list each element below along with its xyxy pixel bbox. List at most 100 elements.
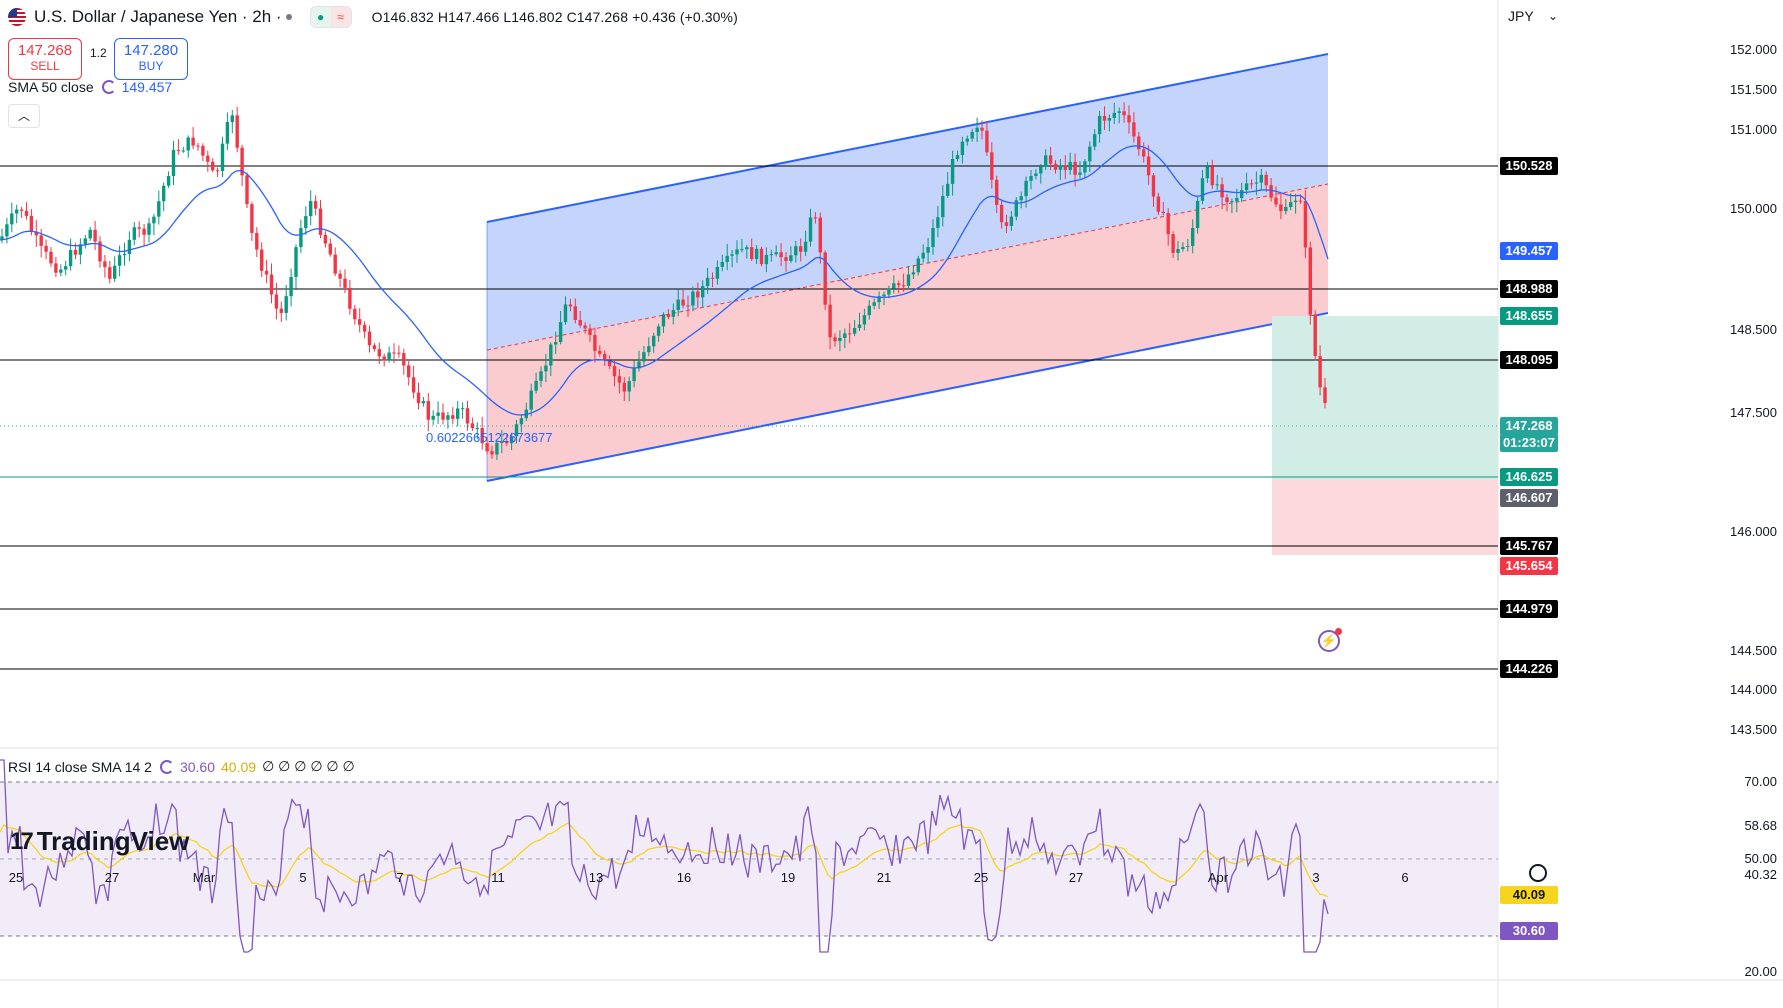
- candle-body: [848, 333, 852, 335]
- tradingview-logo: 17 TradingView: [10, 826, 189, 857]
- time-axis-label: 25: [973, 870, 989, 885]
- candle-body: [656, 326, 661, 336]
- candle-body: [960, 141, 965, 156]
- candle-body: [906, 274, 911, 286]
- candle-body: [598, 350, 602, 354]
- candle-body: [387, 352, 391, 361]
- candle-body: [593, 335, 597, 351]
- price-tag: 144.979: [1500, 600, 1558, 618]
- time-axis-label: Mar: [192, 870, 216, 885]
- candle-body: [843, 333, 847, 338]
- candle-body: [142, 228, 146, 235]
- candle-body: [754, 248, 759, 260]
- candle-body: [941, 195, 945, 218]
- rsi-axis-label: 58.68: [1744, 818, 1777, 833]
- candle-body: [789, 255, 793, 261]
- candle-body: [495, 442, 499, 455]
- candle-body: [1195, 200, 1200, 229]
- candle-body: [500, 441, 504, 443]
- candle-body: [206, 155, 210, 162]
- buy-button[interactable]: 147.280 BUY: [114, 38, 188, 80]
- candle-body: [573, 306, 577, 320]
- candle-body: [1186, 245, 1190, 247]
- candle-body: [1264, 174, 1268, 186]
- candle-body: [1249, 183, 1254, 185]
- candle-body: [451, 415, 455, 419]
- candle-body: [887, 288, 891, 295]
- time-axis-label: 25: [8, 870, 24, 885]
- candle-body: [147, 223, 151, 235]
- candle-body: [299, 228, 303, 248]
- candle-body: [83, 238, 87, 245]
- candle-body: [24, 210, 29, 216]
- candle-body: [460, 408, 465, 410]
- candle-body: [421, 401, 426, 404]
- candle-body: [1235, 197, 1239, 202]
- sma-legend[interactable]: SMA 50 close 149.457: [8, 79, 172, 95]
- channel-midline: [486, 183, 1329, 351]
- market-status-pill[interactable]: ● ≈: [309, 6, 352, 28]
- candle-body: [1093, 134, 1097, 147]
- candle-body: [882, 294, 886, 297]
- settings-icon[interactable]: [1529, 864, 1547, 882]
- flash-alert-icon[interactable]: ⚡: [1318, 628, 1342, 652]
- currency-selector[interactable]: JPY ⌄: [1500, 4, 1564, 28]
- candle-body: [44, 245, 48, 252]
- candle-body: [1269, 185, 1273, 198]
- candle-body: [181, 150, 185, 152]
- candle-body: [999, 204, 1004, 223]
- price-tag: 148.988: [1500, 280, 1558, 298]
- channel-lower-zone: [487, 184, 1328, 481]
- time-axis-label: 13: [588, 870, 604, 885]
- candle-body: [294, 247, 298, 277]
- currency-label: JPY: [1508, 8, 1534, 24]
- candle-body: [343, 278, 347, 288]
- refresh-icon[interactable]: [159, 759, 174, 774]
- candle-body: [255, 232, 259, 250]
- candle-body: [637, 361, 641, 369]
- candle-body: [563, 304, 568, 323]
- candle-body: [519, 418, 524, 425]
- rsi-legend[interactable]: RSI 14 close SMA 14 2 30.60 40.09 ∅ ∅ ∅ …: [8, 758, 355, 775]
- candle-body: [1313, 314, 1317, 357]
- candle-body: [931, 227, 935, 248]
- market-open-icon: ●: [310, 7, 331, 27]
- collapse-legend-button[interactable]: ︿: [8, 104, 40, 128]
- candle-body: [1019, 196, 1023, 201]
- candle-body: [1073, 161, 1077, 175]
- sell-label: SELL: [30, 59, 60, 73]
- candle-body: [245, 175, 249, 205]
- candle-body: [220, 143, 225, 172]
- candle-body: [705, 277, 710, 287]
- candle-body: [1146, 156, 1151, 176]
- time-axis-label: 27: [1068, 870, 1084, 885]
- candle-body: [857, 324, 862, 329]
- candle-body: [1210, 166, 1214, 186]
- time-axis-label: 11: [491, 870, 505, 885]
- symbol-title[interactable]: U.S. Dollar / Japanese Yen · 2h ·: [34, 7, 282, 26]
- rsi-tag: 30.60: [1500, 922, 1558, 940]
- candle-body: [862, 315, 867, 325]
- rsi-axis-label: 40.32: [1744, 867, 1777, 882]
- candle-body: [676, 299, 680, 310]
- rsi-tag: 40.09: [1500, 886, 1558, 904]
- candle-body: [946, 183, 950, 196]
- price-axis-label: 144.000: [1730, 682, 1777, 697]
- candle-body: [828, 304, 832, 338]
- candle-body: [367, 331, 372, 346]
- candle-body: [117, 255, 122, 266]
- candle-body: [529, 390, 533, 410]
- price-axis-label: 152.000: [1730, 42, 1777, 57]
- candle-body: [1191, 228, 1195, 246]
- candle-body: [1240, 190, 1244, 198]
- candle-body: [1259, 174, 1263, 183]
- symbol-header[interactable]: U.S. Dollar / Japanese Yen · 2h · ● ≈ O1…: [8, 6, 738, 28]
- candle-body: [157, 201, 161, 217]
- candle-body: [975, 127, 979, 132]
- candle-body: [627, 381, 631, 392]
- sell-button[interactable]: 147.268 SELL: [8, 38, 82, 80]
- refresh-icon[interactable]: [101, 80, 116, 94]
- candle-body: [808, 217, 813, 242]
- candle-body: [1083, 161, 1087, 173]
